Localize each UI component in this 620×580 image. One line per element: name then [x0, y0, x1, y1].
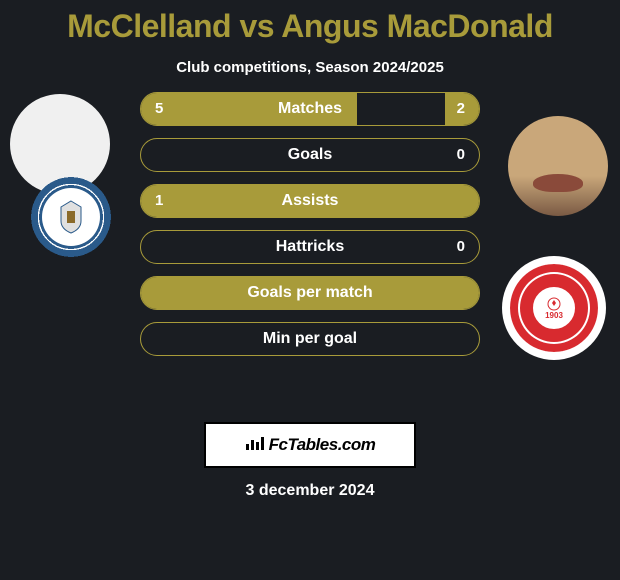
ball-icon — [544, 297, 564, 311]
page-title: McClelland vs Angus MacDonald — [0, 0, 620, 45]
site-label: FcTables.com — [269, 435, 376, 455]
stat-label: Goals per match — [141, 277, 479, 309]
crest-icon — [51, 197, 91, 237]
club-badge-right-inner: 1903 — [508, 262, 600, 354]
site-badge[interactable]: FcTables.com — [204, 422, 416, 468]
stat-row: 0Hattricks — [140, 230, 480, 264]
stats-list: 52Matches 0Goals 1Assists 0Hattricks Goals p… — [140, 92, 480, 368]
comparison-panel: 1903 52Matches0Goals1Assists0HattricksGo… — [0, 112, 620, 412]
club-year: 1903 — [545, 311, 563, 320]
stat-label: Min per goal — [141, 323, 479, 355]
club-badge-left-inner — [42, 188, 100, 246]
player-left-club-badge — [24, 170, 118, 264]
club-badge-right-center: 1903 — [531, 285, 577, 331]
player-right-photo — [508, 116, 608, 216]
stat-row: 1Assists — [140, 184, 480, 218]
stat-row: Goals per match — [140, 276, 480, 310]
footer-date: 3 december 2024 — [0, 482, 620, 500]
chart-icon — [245, 435, 265, 456]
stat-label: Goals — [141, 139, 479, 171]
stat-label: Matches — [141, 93, 479, 125]
stat-row: 0Goals — [140, 138, 480, 172]
stat-row: Min per goal — [140, 322, 480, 356]
season-subtitle: Club competitions, Season 2024/2025 — [0, 59, 620, 76]
face-placeholder — [533, 174, 583, 192]
stat-label: Assists — [141, 185, 479, 217]
stat-row: 52Matches — [140, 92, 480, 126]
stat-label: Hattricks — [141, 231, 479, 263]
player-right-club-badge: 1903 — [502, 256, 606, 360]
